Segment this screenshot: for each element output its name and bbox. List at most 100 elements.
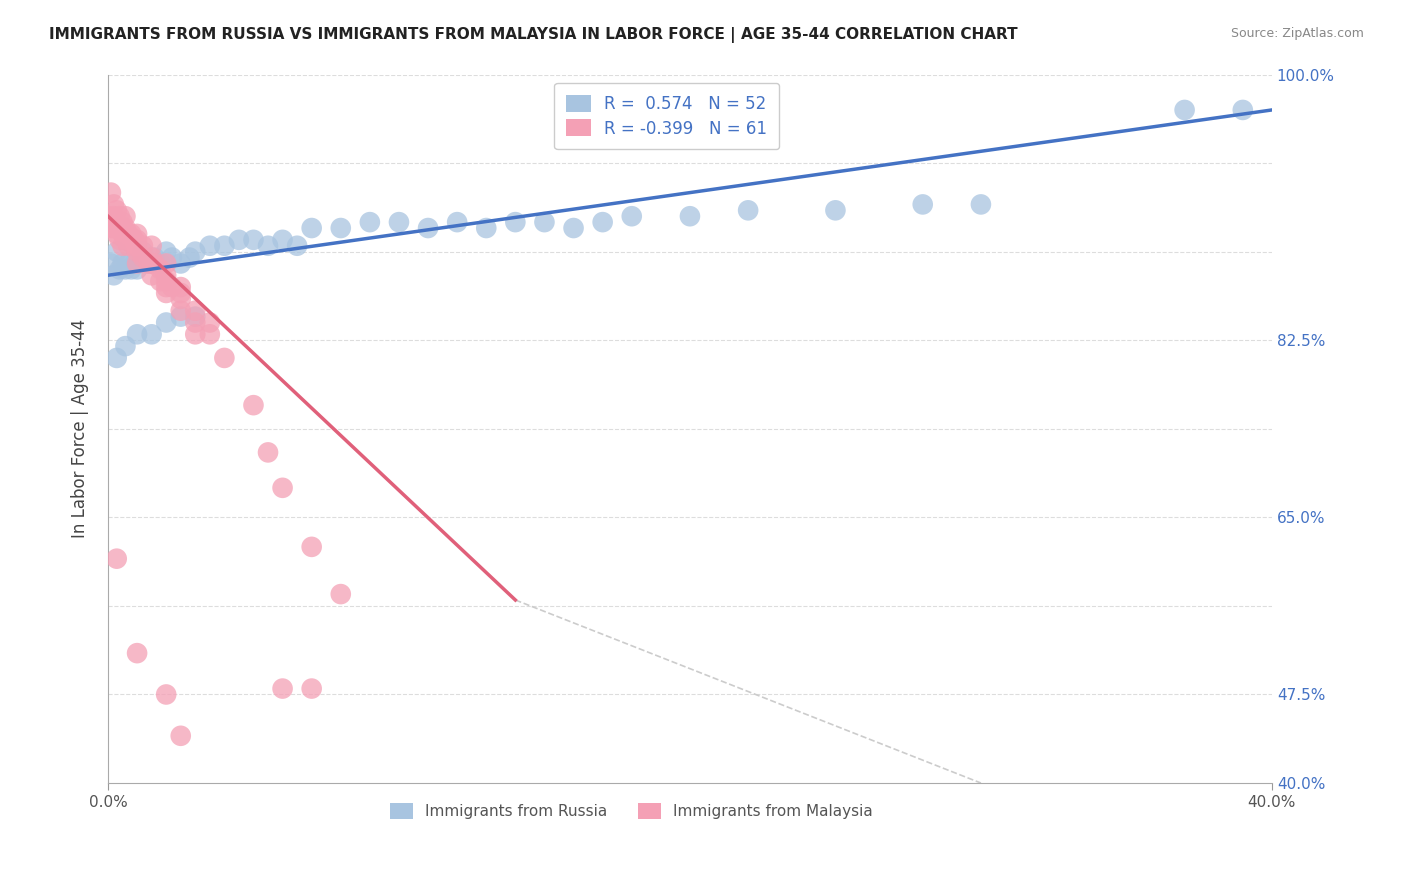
Point — [592, 215, 614, 229]
Point — [170, 303, 193, 318]
Point — [141, 327, 163, 342]
Point — [149, 274, 172, 288]
Point — [127, 244, 149, 259]
Point — [114, 339, 136, 353]
Point — [271, 233, 294, 247]
Point — [170, 285, 193, 300]
Point — [155, 316, 177, 330]
Text: Source: ZipAtlas.com: Source: ZipAtlas.com — [1230, 27, 1364, 40]
Point — [242, 233, 264, 247]
Point — [179, 251, 201, 265]
Point — [127, 327, 149, 342]
Point — [143, 256, 166, 270]
Point — [149, 256, 172, 270]
Point — [111, 221, 134, 235]
Point — [111, 238, 134, 252]
Point — [100, 256, 122, 270]
Point — [271, 481, 294, 495]
Point — [105, 244, 128, 259]
Point — [198, 316, 221, 330]
Point — [117, 227, 139, 241]
Point — [103, 268, 125, 283]
Point — [301, 681, 323, 696]
Point — [103, 197, 125, 211]
Point — [127, 227, 149, 241]
Point — [127, 256, 149, 270]
Point — [127, 238, 149, 252]
Point — [100, 221, 122, 235]
Point — [505, 215, 527, 229]
Point — [117, 238, 139, 252]
Point — [120, 233, 142, 247]
Point — [132, 244, 155, 259]
Point — [184, 303, 207, 318]
Point — [184, 310, 207, 324]
Point — [105, 215, 128, 229]
Point — [970, 197, 993, 211]
Point — [301, 221, 323, 235]
Point — [138, 256, 160, 270]
Point — [108, 221, 131, 235]
Point — [120, 227, 142, 241]
Point — [127, 646, 149, 660]
Point — [132, 238, 155, 252]
Point — [184, 244, 207, 259]
Point — [1232, 103, 1254, 117]
Point — [329, 221, 352, 235]
Point — [359, 215, 381, 229]
Point — [141, 256, 163, 270]
Point — [388, 215, 411, 229]
Point — [679, 209, 702, 223]
Point — [170, 310, 193, 324]
Point — [155, 244, 177, 259]
Point — [103, 221, 125, 235]
Point — [184, 327, 207, 342]
Legend: Immigrants from Russia, Immigrants from Malaysia: Immigrants from Russia, Immigrants from … — [384, 797, 879, 825]
Point — [824, 203, 846, 218]
Y-axis label: In Labor Force | Age 35-44: In Labor Force | Age 35-44 — [72, 319, 89, 539]
Point — [114, 233, 136, 247]
Point — [160, 280, 183, 294]
Point — [446, 215, 468, 229]
Point — [114, 221, 136, 235]
Point — [105, 227, 128, 241]
Point — [155, 280, 177, 294]
Point — [111, 227, 134, 241]
Point — [228, 233, 250, 247]
Point — [214, 238, 236, 252]
Point — [155, 285, 177, 300]
Point — [117, 256, 139, 270]
Point — [737, 203, 759, 218]
Point — [155, 274, 177, 288]
Point — [132, 251, 155, 265]
Point — [108, 262, 131, 277]
Point — [184, 316, 207, 330]
Point — [141, 238, 163, 252]
Point — [285, 238, 308, 252]
Point — [155, 688, 177, 702]
Point — [533, 215, 555, 229]
Text: IMMIGRANTS FROM RUSSIA VS IMMIGRANTS FROM MALAYSIA IN LABOR FORCE | AGE 35-44 CO: IMMIGRANTS FROM RUSSIA VS IMMIGRANTS FRO… — [49, 27, 1018, 43]
Point — [257, 238, 280, 252]
Point — [100, 186, 122, 200]
Point — [198, 238, 221, 252]
Point — [111, 215, 134, 229]
Point — [170, 729, 193, 743]
Point — [103, 209, 125, 223]
Point — [97, 209, 120, 223]
Point — [105, 203, 128, 218]
Point — [149, 262, 172, 277]
Point — [160, 251, 183, 265]
Point — [108, 209, 131, 223]
Point — [141, 268, 163, 283]
Point — [114, 209, 136, 223]
Point — [214, 351, 236, 365]
Point — [329, 587, 352, 601]
Point — [562, 221, 585, 235]
Point — [127, 233, 149, 247]
Point — [170, 292, 193, 306]
Point — [475, 221, 498, 235]
Point — [242, 398, 264, 412]
Point — [138, 256, 160, 270]
Point — [416, 221, 439, 235]
